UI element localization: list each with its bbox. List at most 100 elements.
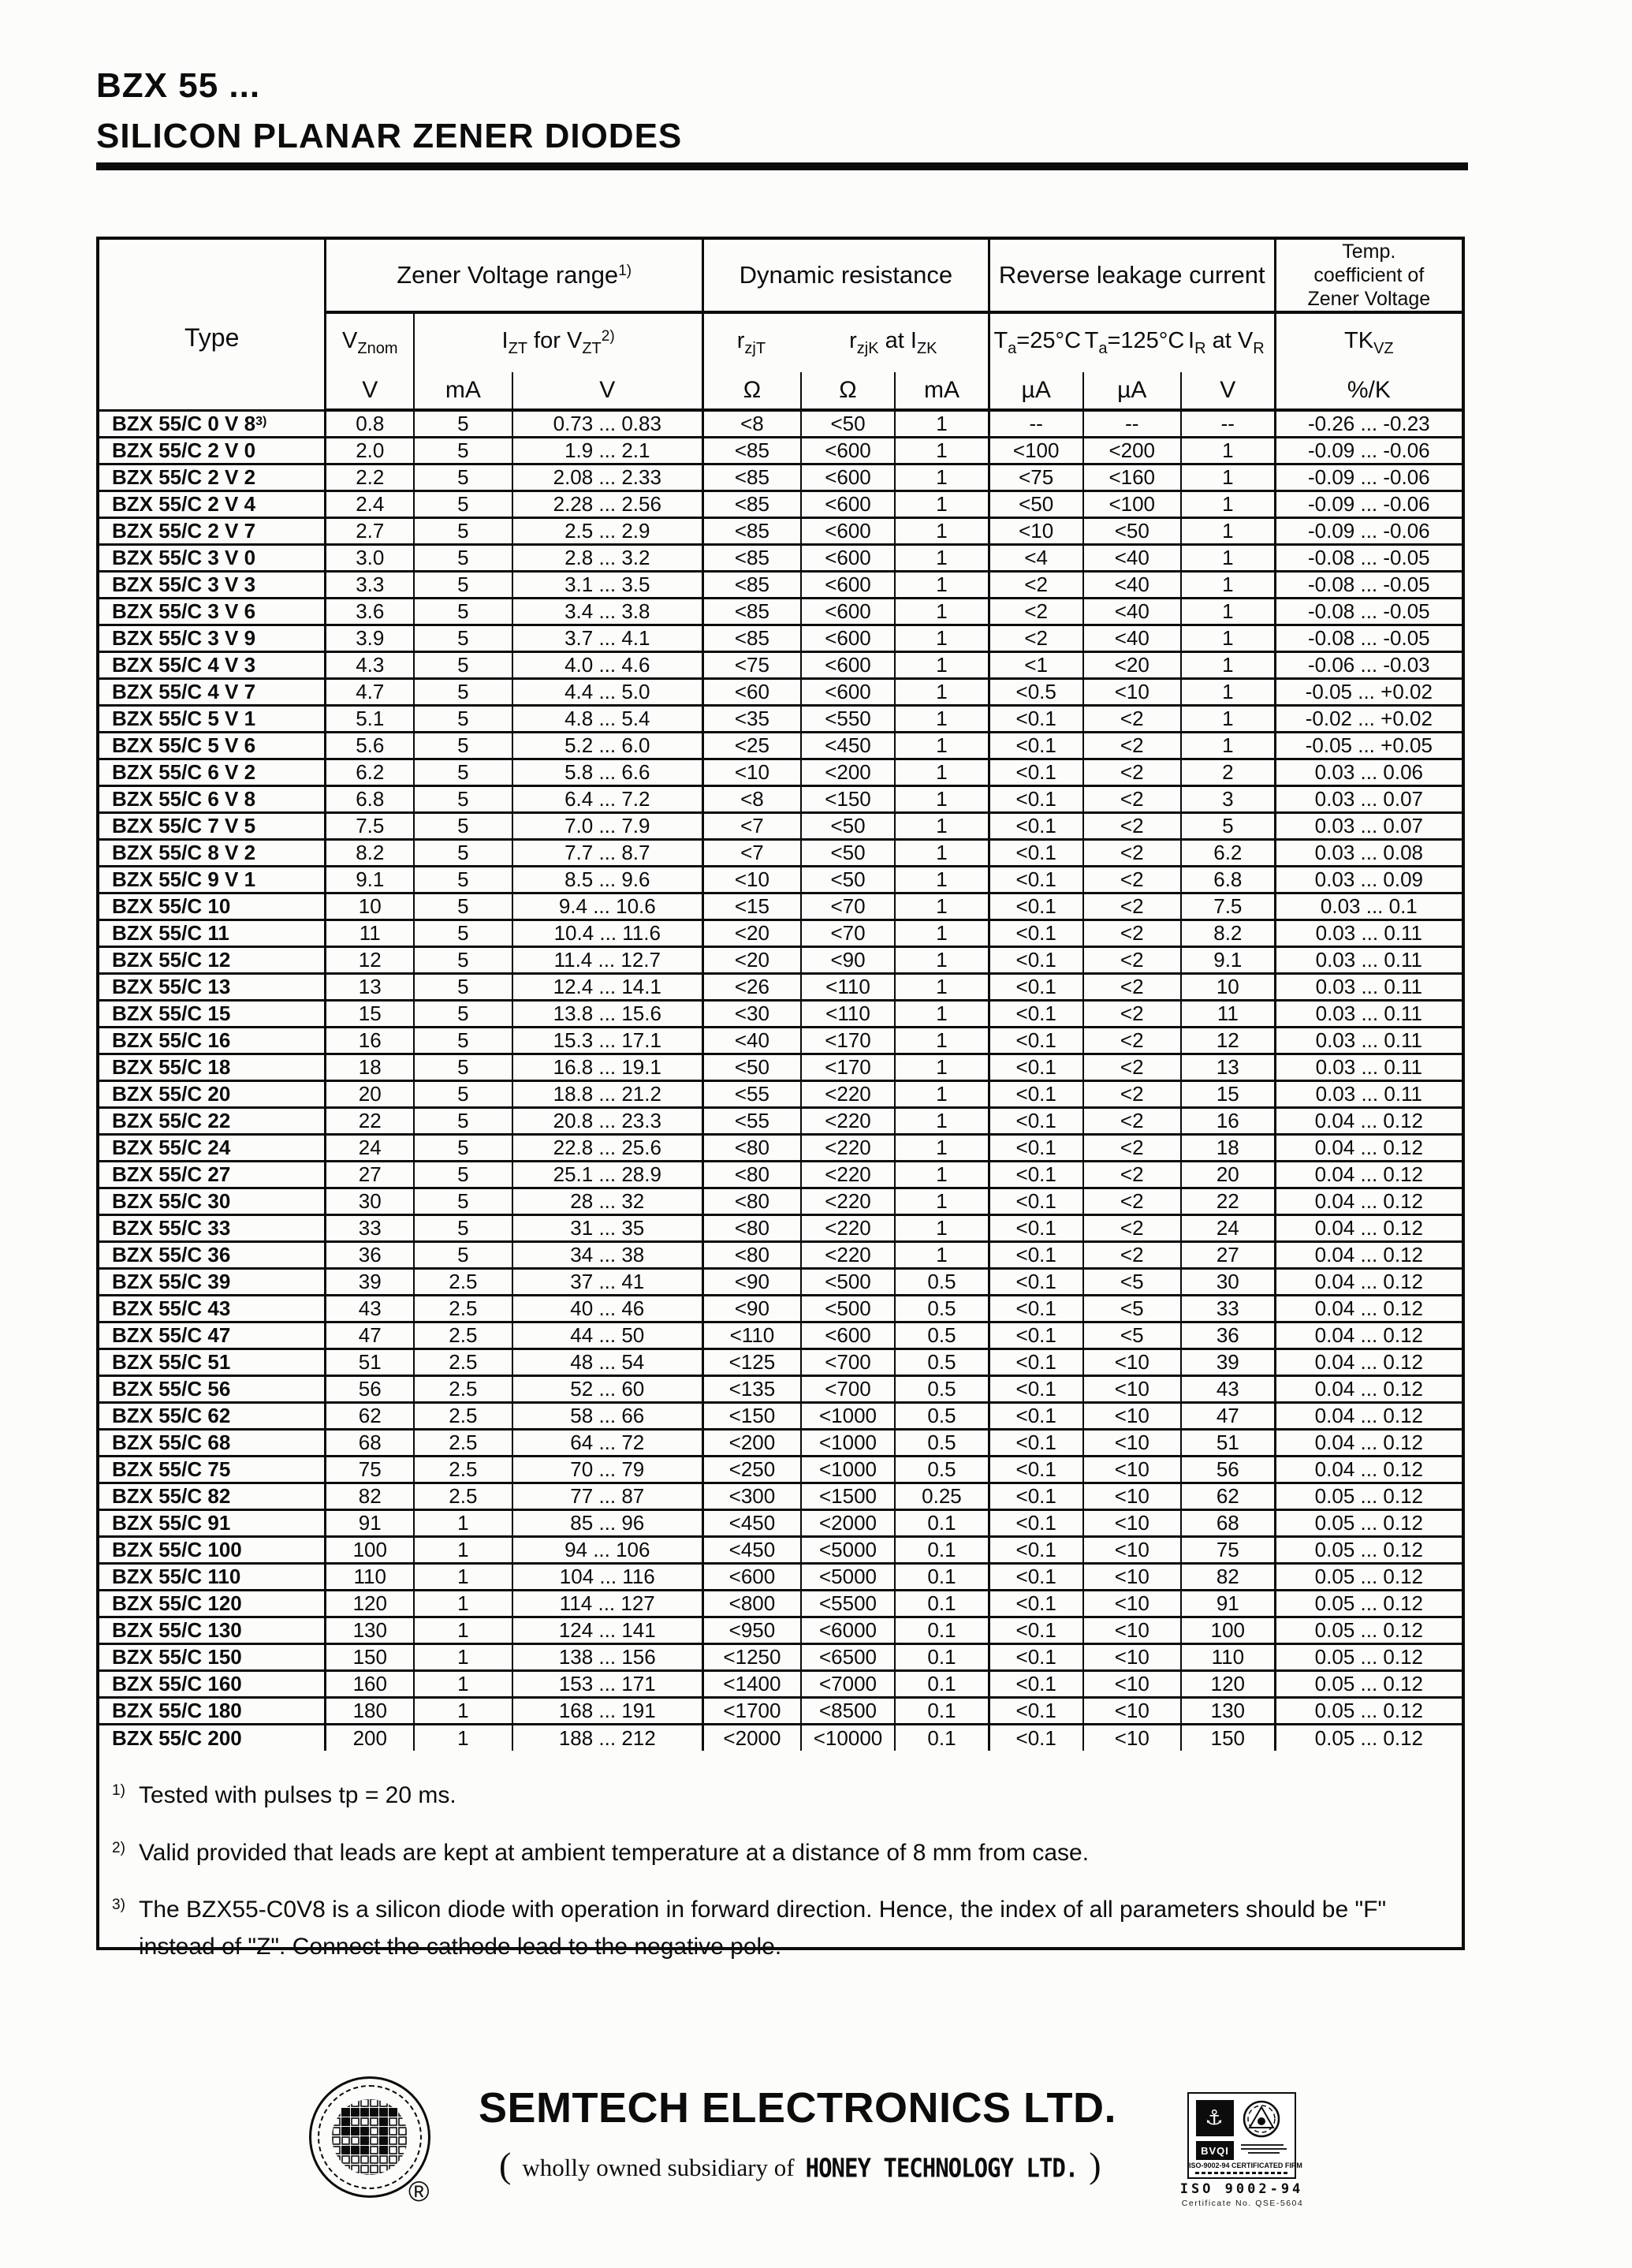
ir-vr-cell: -- — [1179, 408, 1276, 437]
izk-cell: 0.1 — [894, 1508, 989, 1536]
rzjt-cell: <80 — [701, 1132, 801, 1161]
table-row: BZX 55/C 75 75 2.5 70 ... 79 <250 <1000 … — [99, 1454, 1462, 1483]
tk-cell: 0.04 ... 0.12 — [1273, 1186, 1462, 1214]
izk-cell: 0.25 — [894, 1481, 989, 1509]
ir-vr-cell: 11 — [1179, 998, 1276, 1027]
type-cell: BZX 55/C 3 V 9 — [99, 623, 327, 651]
izk-cell: 1 — [894, 998, 989, 1027]
tk-cell: 0.05 ... 0.12 — [1273, 1535, 1462, 1563]
rzjk-cell: <5500 — [799, 1588, 896, 1617]
vz-range-cell: 7.7 ... 8.7 — [511, 837, 703, 866]
type-cell: BZX 55/C 24 — [99, 1132, 327, 1161]
izk-cell: 1 — [894, 945, 989, 973]
table-row: BZX 55/C 16 16 5 15.3 ... 17.1 <40 <170 … — [99, 1025, 1462, 1054]
spec-table: Type Zener Voltage range1) Dynamic resis… — [99, 240, 1462, 1751]
leakage-25c-cell: <10 — [987, 516, 1083, 544]
vz-range-cell: 1.9 ... 2.1 — [511, 435, 703, 464]
izt-cell: 5 — [413, 623, 512, 651]
rzjk-cell: <50 — [799, 811, 896, 839]
vznom-cell: 68 — [324, 1427, 415, 1456]
footnote-3: 3) The BZX55-C0V8 is a silicon diode wit… — [112, 1897, 1387, 1960]
izt-cell: 5 — [413, 677, 512, 705]
type-cell: BZX 55/C 56 — [99, 1374, 327, 1402]
tk-cell: 0.05 ... 0.12 — [1273, 1695, 1462, 1724]
rzjk-cell: <600 — [799, 596, 896, 625]
rzjk-cell: <170 — [799, 1052, 896, 1080]
izk-cell: 1 — [894, 596, 989, 625]
leakage-125c-cell: <10 — [1082, 1588, 1181, 1617]
izk-cell: 1 — [894, 489, 989, 517]
izk-cell: 0.5 — [894, 1374, 989, 1402]
izt-cell: 2.5 — [413, 1481, 512, 1509]
table-row: BZX 55/C 4 V 7 4.7 5 4.4 ... 5.0 <60 <60… — [99, 677, 1462, 705]
vznom-cell: 2.2 — [324, 462, 415, 491]
type-cell: BZX 55/C 2 V 4 — [99, 489, 327, 517]
tk-cell: -0.26 ... -0.23 — [1273, 408, 1462, 437]
type-cell: BZX 55/C 4 V 3 — [99, 650, 327, 678]
vznom-cell: 33 — [324, 1213, 415, 1241]
ir-vr-cell: 1 — [1179, 623, 1276, 651]
izk-cell: 1 — [894, 650, 989, 678]
unit-ohm: Ω — [799, 372, 896, 412]
ir-vr-cell: 120 — [1179, 1669, 1276, 1697]
symbol-irvr: IR at VR — [1188, 328, 1265, 357]
izt-cell: 5 — [413, 1186, 512, 1214]
rzjt-cell: <1400 — [701, 1669, 801, 1697]
iso-standard-label: ISO 9002-94 — [1179, 2181, 1304, 2197]
tk-cell: 0.03 ... 0.09 — [1273, 864, 1462, 893]
ir-vr-cell: 110 — [1179, 1642, 1276, 1670]
izt-cell: 5 — [413, 998, 512, 1027]
type-cell: BZX 55/C 5 V 6 — [99, 730, 327, 759]
leakage-125c-cell: <5 — [1082, 1293, 1181, 1322]
rzjk-cell: <2000 — [799, 1508, 896, 1536]
vz-range-cell: 5.2 ... 6.0 — [511, 730, 703, 759]
leakage-125c-cell: <50 — [1082, 516, 1181, 544]
vznom-cell: 180 — [324, 1695, 415, 1724]
leakage-25c-cell: <0.1 — [987, 837, 1083, 866]
izk-cell: 1 — [894, 811, 989, 839]
rzjk-cell: <700 — [799, 1347, 896, 1375]
leakage-125c-cell: <2 — [1082, 837, 1181, 866]
izk-cell: 0.5 — [894, 1293, 989, 1322]
rzjt-cell: <1250 — [701, 1642, 801, 1670]
vz-range-cell: 70 ... 79 — [511, 1454, 703, 1483]
rzjt-cell: <80 — [701, 1240, 801, 1268]
rzjt-cell: <15 — [701, 891, 801, 920]
tk-cell: 0.03 ... 0.06 — [1273, 757, 1462, 785]
vznom-cell: 5.1 — [324, 703, 415, 732]
rzjk-cell: <6500 — [799, 1642, 896, 1670]
rzjk-cell: <220 — [799, 1159, 896, 1188]
leakage-125c-cell: <2 — [1082, 730, 1181, 759]
type-cell: BZX 55/C 51 — [99, 1347, 327, 1375]
ir-vr-cell: 150 — [1179, 1722, 1276, 1751]
table-row: BZX 55/C 200 200 1 188 ... 212 <2000 <10… — [99, 1722, 1462, 1751]
rzjt-cell: <85 — [701, 489, 801, 517]
ir-vr-cell: 1 — [1179, 650, 1276, 678]
izt-cell: 1 — [413, 1561, 512, 1590]
vz-range-cell: 22.8 ... 25.6 — [511, 1132, 703, 1161]
leakage-125c-cell: <10 — [1082, 1454, 1181, 1483]
tk-cell: 0.04 ... 0.12 — [1273, 1266, 1462, 1295]
vz-range-cell: 3.4 ... 3.8 — [511, 596, 703, 625]
izk-cell: 1 — [894, 1186, 989, 1214]
rzjk-cell: <220 — [799, 1106, 896, 1134]
bvqi-anchor-badge: ⚓ — [1196, 2100, 1234, 2136]
rzjk-cell: <150 — [799, 784, 896, 812]
leakage-125c-cell: <5 — [1082, 1266, 1181, 1295]
ir-vr-cell: 1 — [1179, 543, 1276, 571]
type-cell: BZX 55/C 160 — [99, 1669, 327, 1697]
rzjk-cell: <200 — [799, 757, 896, 785]
izt-cell: 2.5 — [413, 1266, 512, 1295]
izk-cell: 1 — [894, 543, 989, 571]
ir-vr-cell: 6.8 — [1179, 864, 1276, 893]
leakage-25c-cell: <4 — [987, 543, 1083, 571]
type-cell: BZX 55/C 7 V 5 — [99, 811, 327, 839]
vz-range-cell: 94 ... 106 — [511, 1535, 703, 1563]
ir-vr-cell: 30 — [1179, 1266, 1276, 1295]
rzjt-cell: <25 — [701, 730, 801, 759]
vz-range-cell: 15.3 ... 17.1 — [511, 1025, 703, 1054]
leakage-125c-cell: <2 — [1082, 703, 1181, 732]
leakage-25c-cell: <0.1 — [987, 1481, 1083, 1509]
unit-ua: µA — [1082, 372, 1181, 412]
leakage-125c-cell: <10 — [1082, 1427, 1181, 1456]
